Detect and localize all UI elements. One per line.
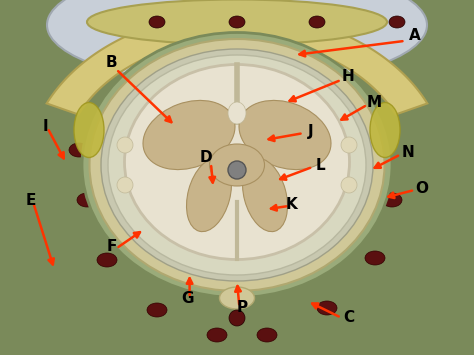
Text: M: M bbox=[367, 95, 382, 110]
Text: K: K bbox=[286, 197, 297, 212]
Ellipse shape bbox=[149, 16, 165, 28]
Circle shape bbox=[341, 137, 357, 153]
Ellipse shape bbox=[210, 144, 264, 186]
Text: J: J bbox=[308, 124, 313, 139]
Ellipse shape bbox=[108, 55, 366, 275]
Ellipse shape bbox=[74, 103, 104, 158]
Ellipse shape bbox=[97, 253, 117, 267]
Ellipse shape bbox=[69, 143, 89, 157]
Ellipse shape bbox=[143, 100, 235, 170]
Ellipse shape bbox=[219, 287, 255, 309]
Ellipse shape bbox=[370, 103, 400, 158]
Ellipse shape bbox=[309, 16, 325, 28]
Circle shape bbox=[117, 177, 133, 193]
Ellipse shape bbox=[207, 328, 227, 342]
Ellipse shape bbox=[257, 328, 277, 342]
Ellipse shape bbox=[90, 39, 384, 291]
Ellipse shape bbox=[243, 158, 288, 231]
Ellipse shape bbox=[317, 301, 337, 315]
Ellipse shape bbox=[82, 33, 392, 297]
Ellipse shape bbox=[382, 193, 402, 207]
Text: E: E bbox=[26, 193, 36, 208]
Ellipse shape bbox=[77, 193, 97, 207]
Text: B: B bbox=[106, 55, 117, 70]
Circle shape bbox=[229, 310, 245, 326]
Text: G: G bbox=[181, 291, 193, 306]
Ellipse shape bbox=[101, 49, 373, 281]
Ellipse shape bbox=[125, 65, 349, 260]
Ellipse shape bbox=[186, 158, 231, 231]
Ellipse shape bbox=[87, 0, 387, 44]
Ellipse shape bbox=[147, 303, 167, 317]
Circle shape bbox=[228, 161, 246, 179]
Ellipse shape bbox=[228, 102, 246, 124]
Ellipse shape bbox=[389, 16, 405, 28]
Circle shape bbox=[117, 137, 133, 153]
Ellipse shape bbox=[365, 251, 385, 265]
Text: L: L bbox=[315, 158, 325, 173]
Text: H: H bbox=[342, 69, 355, 84]
Ellipse shape bbox=[47, 0, 427, 85]
Text: P: P bbox=[236, 300, 247, 315]
Text: O: O bbox=[415, 181, 428, 196]
Text: N: N bbox=[401, 145, 414, 160]
Text: C: C bbox=[343, 310, 354, 325]
Ellipse shape bbox=[229, 16, 245, 28]
Circle shape bbox=[341, 177, 357, 193]
Text: I: I bbox=[42, 119, 48, 133]
Text: D: D bbox=[200, 151, 212, 165]
Ellipse shape bbox=[239, 100, 331, 170]
Polygon shape bbox=[46, 12, 428, 115]
Text: F: F bbox=[106, 239, 117, 254]
Text: A: A bbox=[409, 28, 420, 43]
